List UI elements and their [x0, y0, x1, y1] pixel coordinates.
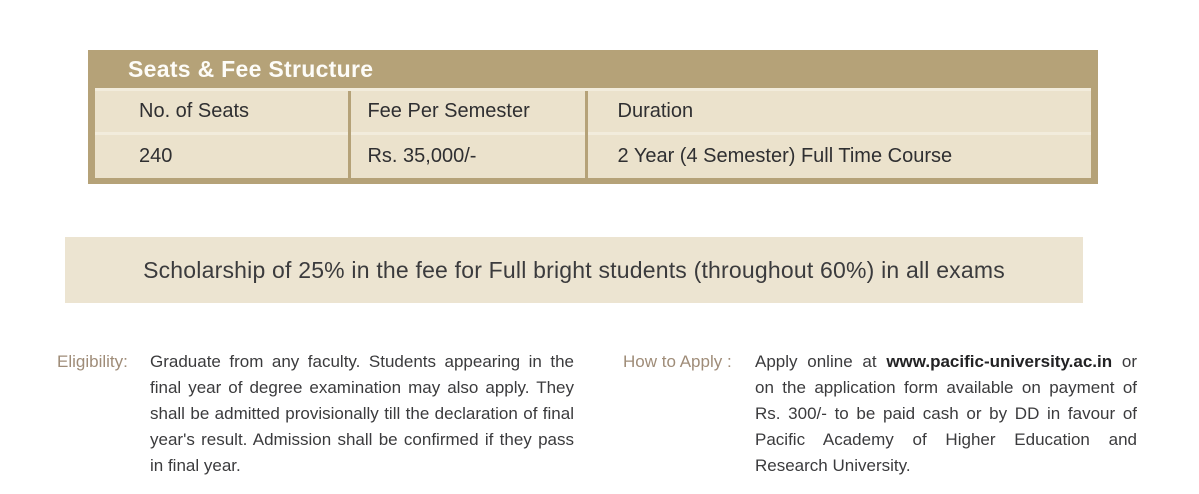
- seats-fee-table-title: Seats & Fee Structure: [128, 56, 374, 82]
- cell-fee-value: Rs. 35,000/-: [348, 132, 587, 178]
- eligibility-label: Eligibility:: [57, 352, 128, 371]
- column-header-duration: Duration: [584, 88, 1091, 134]
- column-header-seats: No. of Seats: [95, 88, 350, 134]
- cell-seats-value: 240: [95, 132, 350, 178]
- how-to-apply-text-after: or on the application form available on …: [755, 352, 1137, 475]
- how-to-apply-text: Apply online at www.pacific-university.a…: [755, 349, 1137, 479]
- table-header-row: No. of Seats Fee Per Semester Duration: [95, 88, 1091, 134]
- how-to-apply-label: How to Apply :: [623, 352, 732, 371]
- eligibility-text: Graduate from any faculty. Students appe…: [150, 352, 574, 475]
- seats-fee-table: Seats & Fee Structure No. of Seats Fee P…: [88, 50, 1098, 184]
- column-header-fee: Fee Per Semester: [348, 88, 587, 134]
- university-website-url: www.pacific-university.ac.in: [886, 352, 1113, 371]
- scholarship-banner: Scholarship of 25% in the fee for Full b…: [65, 237, 1083, 303]
- how-to-apply-text-before: Apply online at: [755, 352, 887, 371]
- cell-duration-value: 2 Year (4 Semester) Full Time Course: [584, 132, 1091, 178]
- eligibility-section: Eligibility: Graduate from any faculty. …: [57, 349, 574, 479]
- scholarship-banner-text: Scholarship of 25% in the fee for Full b…: [143, 256, 1005, 283]
- table-row: 240 Rs. 35,000/- 2 Year (4 Semester) Ful…: [95, 132, 1091, 178]
- how-to-apply-section: How to Apply : Apply online at www.pacif…: [623, 349, 1137, 479]
